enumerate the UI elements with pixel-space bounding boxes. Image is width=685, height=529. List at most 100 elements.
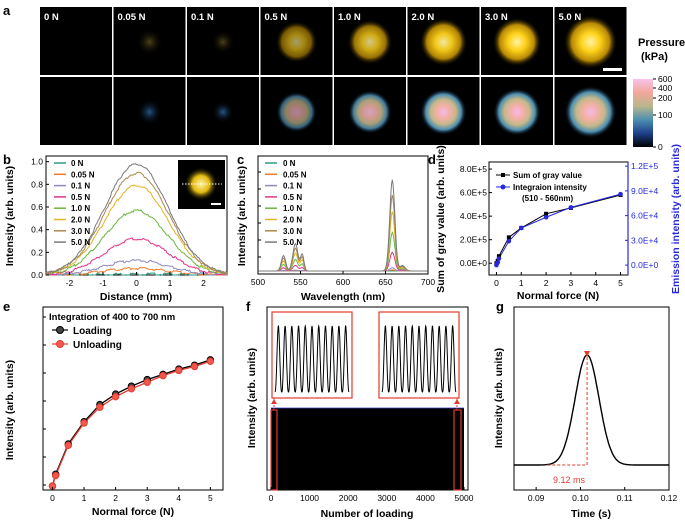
panel-label-a: a xyxy=(3,3,11,18)
chart-g: 0.09 0.10 0.11 0.12 9.12 ms Time (s) Intens… xyxy=(493,306,678,520)
pressure-spot xyxy=(420,89,467,135)
b-ytick-label: 0.6 xyxy=(31,202,43,212)
g-xtick-label: 0.11 xyxy=(617,493,633,503)
fluorescence-spot xyxy=(136,28,163,56)
c-xlabel: Wavelength (nm) xyxy=(301,291,385,303)
force-label: 0.1 N xyxy=(191,12,214,23)
pressure-frame xyxy=(40,77,112,145)
colorbar-tick-100: 100 xyxy=(658,110,672,120)
force-label: 0.05 N xyxy=(118,12,146,23)
pressure-spot xyxy=(564,86,617,138)
e-unloading-point xyxy=(80,419,88,427)
force-label: 3.0 N xyxy=(485,12,508,23)
d-ytick-label: 0.0E+0 xyxy=(460,258,487,268)
c-ylabel: Intensity (arb. units) xyxy=(236,166,248,266)
c-legend-label: 0.5 N xyxy=(283,193,302,202)
b-xtick-label: 0 xyxy=(134,278,139,288)
f-zoom-trace xyxy=(381,324,457,393)
g-peak-arrow xyxy=(584,351,591,357)
e-unloading-point xyxy=(111,392,120,401)
panel-label-d: d xyxy=(428,152,436,167)
g-xtick-label: 0.10 xyxy=(572,493,589,503)
d-y2tick-label: 6.0E+4 xyxy=(631,211,658,221)
fluorescence-spot xyxy=(419,18,468,66)
fluorescence-frame xyxy=(40,7,112,75)
e-unloading-line xyxy=(51,360,211,487)
d-ytick-label: 6.0E+5 xyxy=(460,188,487,198)
d-xtick-label: 1 xyxy=(519,278,524,288)
g-xtick-label: 0.09 xyxy=(528,493,545,503)
d-integration-line xyxy=(495,193,621,266)
b-legend-label: 0.1 N xyxy=(71,182,90,191)
b-ytick-label: 0.2 xyxy=(31,247,43,257)
d-ytick-label: 4.0E+5 xyxy=(460,211,487,221)
b-legend-label: 0.05 N xyxy=(71,170,95,179)
colorbar-tick-400: 400 xyxy=(658,83,672,93)
d-legend: Sum of gray value Integraion intensity (… xyxy=(496,171,587,203)
e-xtick-label: 2 xyxy=(113,493,118,503)
d-legend-range: (510 - 560nm) xyxy=(522,194,573,203)
f-xtick-label: 1000 xyxy=(300,493,319,503)
b-series-line xyxy=(45,237,228,276)
force-label: 2.0 N xyxy=(412,12,435,23)
f-xtick-label: 2000 xyxy=(339,493,358,503)
f-zoom-trace xyxy=(274,324,350,393)
e-xtick-label: 3 xyxy=(145,493,150,503)
force-label: 0 N xyxy=(44,12,59,23)
colorbar-tick-600: 600 xyxy=(658,74,672,84)
fluorescence-spot xyxy=(563,15,618,69)
f-xtick-label: 5000 xyxy=(455,493,474,503)
panel-label-g: g xyxy=(496,299,504,314)
pressure-colorbar xyxy=(633,79,653,147)
f-xtick-label: 4000 xyxy=(416,493,435,503)
d-ylabel: Sum of gray value (arb. units) xyxy=(435,145,447,293)
b-legend-label: 5.0 N xyxy=(71,238,90,247)
e-unloading-point xyxy=(159,371,167,380)
e-xtick-label: 0 xyxy=(50,493,55,503)
panel-label-f: f xyxy=(246,299,251,314)
g-xtick-label: 0.12 xyxy=(661,493,678,503)
d-xlabel: Normal force (N) xyxy=(517,290,599,302)
c-legend-label: 1.0 N xyxy=(283,204,302,213)
g-ylabel: Intensity (arb. units) xyxy=(493,348,505,448)
d-integration-point xyxy=(543,214,549,220)
d-integration-point xyxy=(495,260,500,265)
e-xtick-label: 1 xyxy=(82,493,87,503)
fluorescence-spot xyxy=(492,17,542,67)
g-annotation: 9.12 ms xyxy=(553,475,586,485)
b-legend-label: 2.0 N xyxy=(71,216,90,225)
inset-scale-bar xyxy=(211,203,221,205)
b-series-line xyxy=(45,209,228,276)
fluorescence-spot xyxy=(347,19,393,65)
pressure-spot xyxy=(276,92,317,132)
g-xlabel: Time (s) xyxy=(571,508,611,520)
b-series-line xyxy=(46,258,227,276)
d-xtick-label: 0 xyxy=(494,278,499,288)
b-legend-label: 3.0 N xyxy=(71,227,90,236)
b-xtick-label: -1 xyxy=(99,278,107,288)
f-xtick-label: 0 xyxy=(269,493,274,503)
b-legend-label: 1.0 N xyxy=(71,204,90,213)
b-legend-label: 0 N xyxy=(71,159,84,168)
chart-f: 0 1000 2000 3000 4000 5000 Number of loading … xyxy=(246,306,474,520)
e-unloading-point xyxy=(51,471,60,480)
c-legend-label: 5.0 N xyxy=(283,238,302,247)
b-legend-label: 0.5 N xyxy=(71,193,90,202)
colorbar-title-line1: Pressure xyxy=(638,37,685,49)
b-xlabel: Distance (mm) xyxy=(100,291,172,303)
chart-c: 500 550 600 650 700 0 N 0.05 N 0.1 N 0.5 N 1.0 N… xyxy=(236,155,435,303)
d-integration-point xyxy=(568,205,574,210)
b-ytick-label: 0.4 xyxy=(31,225,43,235)
e-legend: Loading Unloading xyxy=(52,326,122,351)
pressure-spot xyxy=(348,90,392,134)
b-ylabel: Intensity (arb. units) xyxy=(4,166,16,266)
colorbar-ticks: 600 400 200 100 0 xyxy=(653,74,672,152)
pressure-spot xyxy=(136,99,163,125)
panel-a-images: 0 N 0.05 N 0.1 N 0.5 N 1.0 N 2.0 N 3.0 N 5.0 N xyxy=(40,7,627,145)
d-gray-point xyxy=(544,211,549,216)
e-unloading-point xyxy=(143,378,151,386)
c-legend-label: 0.05 N xyxy=(283,170,307,179)
c-xtick-label: 500 xyxy=(251,277,265,287)
f-xtick-label: 3000 xyxy=(377,493,396,503)
d-xtick-label: 3 xyxy=(569,278,574,288)
